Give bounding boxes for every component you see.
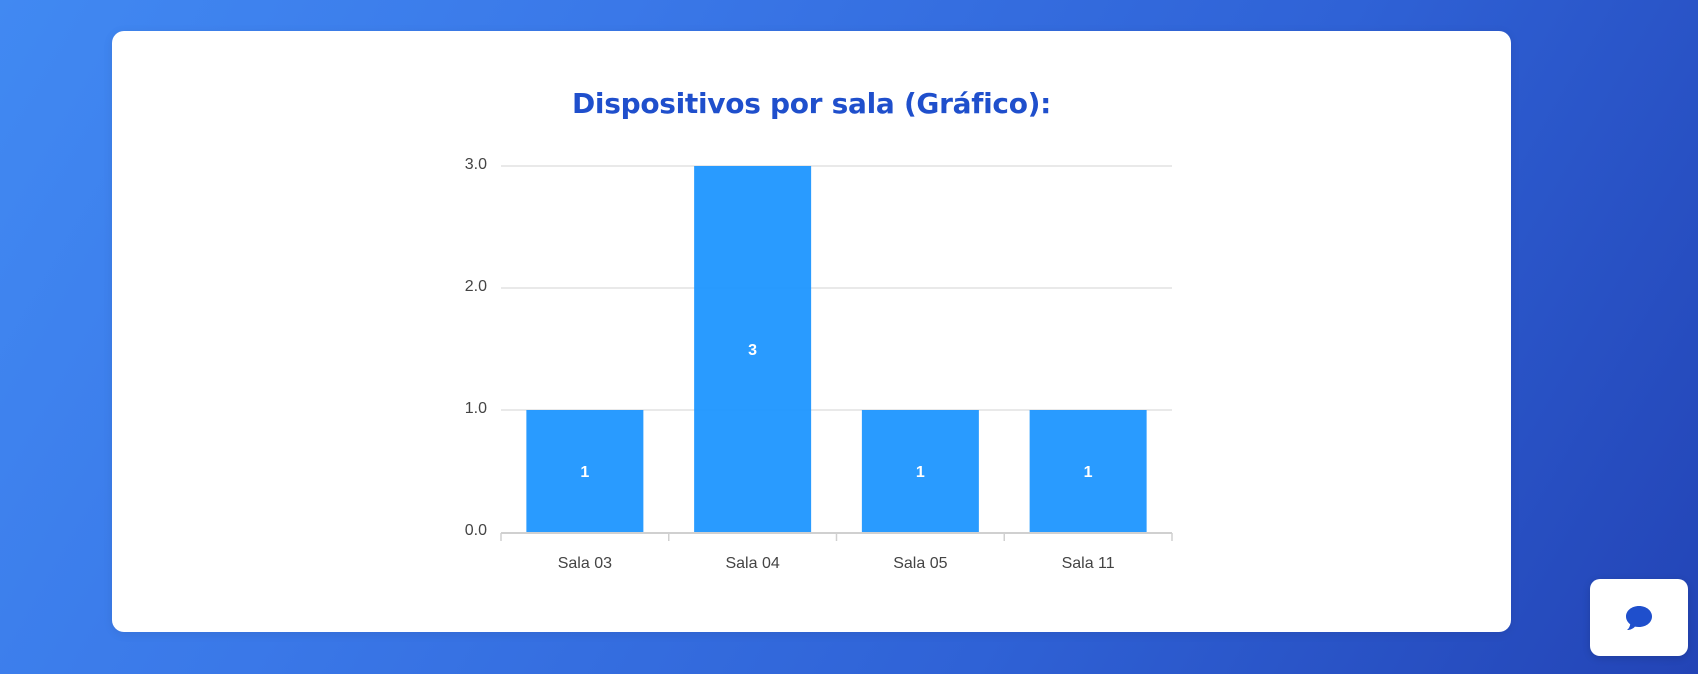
chat-bubble-icon <box>1626 605 1652 630</box>
y-tick-label: 1.0 <box>465 400 487 417</box>
x-tick-label: Sala 05 <box>893 555 947 572</box>
bar-chart: 0.0 1.0 2.0 3.0 1 Sala 03 3 Sala 04 1 Sala 05 1 Sal… <box>465 156 1173 572</box>
bar-value-label: 1 <box>1084 464 1093 481</box>
y-tick-label: 2.0 <box>465 278 487 295</box>
x-tick-label: Sala 11 <box>1062 555 1115 572</box>
bar <box>694 166 812 532</box>
bar-value-label: 3 <box>748 342 757 359</box>
y-tick-label: 0.0 <box>465 522 487 539</box>
y-tick-label: 3.0 <box>465 156 487 173</box>
bar-value-label: 1 <box>580 464 589 481</box>
bar <box>861 410 979 532</box>
chat-button[interactable] <box>1590 579 1688 656</box>
chart-card: Dispositivos por sala (Gráfico): 0.0 1.0 2… <box>112 31 1511 632</box>
bar <box>526 410 644 532</box>
bar-value-label: 1 <box>916 464 925 481</box>
x-tick-label: Sala 04 <box>725 555 779 572</box>
x-tick-label: Sala 03 <box>558 555 612 572</box>
bar <box>1029 410 1147 532</box>
chart-card-title: Dispositivos por sala (Gráfico): <box>571 87 1052 120</box>
